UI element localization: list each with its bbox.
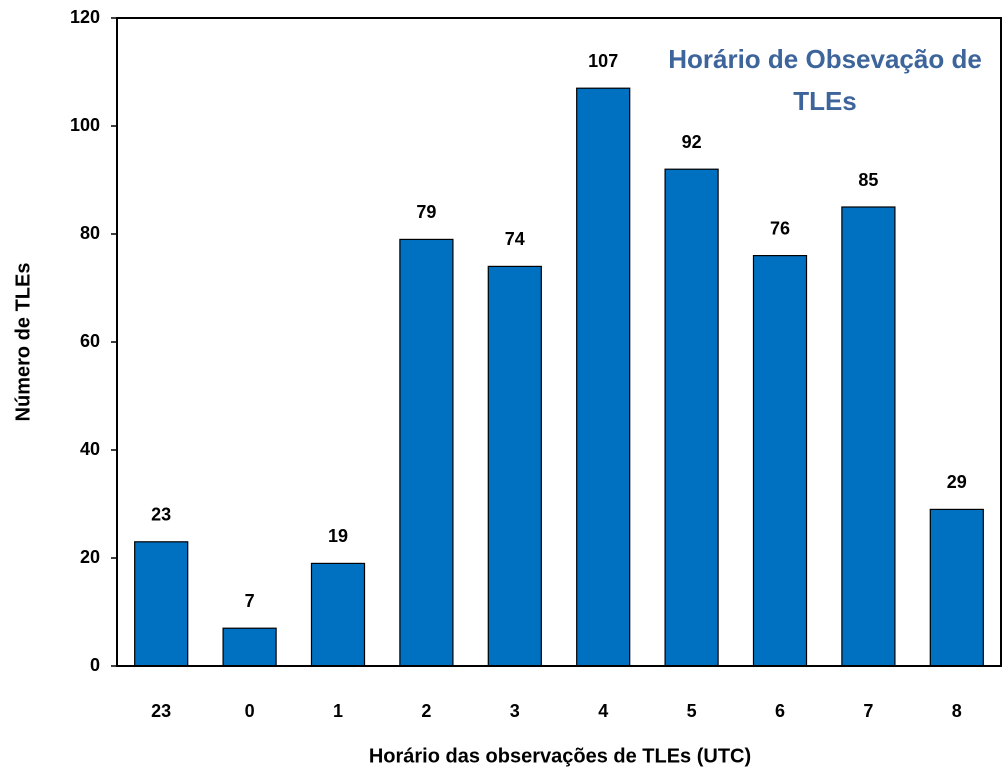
- x-tick-label: 1: [333, 701, 343, 721]
- y-tick-label: 60: [80, 331, 100, 351]
- y-axis-label: Número de TLEs: [12, 263, 34, 422]
- y-tick-label: 20: [80, 547, 100, 567]
- data-label: 85: [858, 170, 878, 190]
- bar: [310, 562, 366, 667]
- data-label: 79: [416, 202, 436, 222]
- bar: [399, 238, 454, 667]
- bar: [752, 255, 808, 667]
- chart-title: Horário de Obsevação de TLEs: [668, 44, 982, 116]
- data-label: 76: [770, 218, 790, 238]
- bar: [134, 541, 189, 667]
- x-axis-label: Horário das observações de TLEs (UTC): [369, 745, 751, 767]
- y-tick-label: 100: [70, 115, 100, 135]
- data-label: 107: [588, 51, 618, 71]
- x-tick-label: 8: [952, 701, 962, 721]
- x-tick-label: 6: [775, 701, 785, 721]
- x-tick-label: 7: [863, 701, 873, 721]
- x-tick-label: 5: [687, 701, 697, 721]
- bar: [841, 206, 896, 667]
- data-label: 74: [505, 229, 525, 249]
- bar: [929, 508, 984, 667]
- data-label: 92: [682, 132, 702, 152]
- y-tick-label: 120: [70, 7, 100, 27]
- y-tick-label: 0: [90, 655, 100, 675]
- x-tick-label: 0: [245, 701, 255, 721]
- data-label: 29: [947, 472, 967, 492]
- x-tick-label: 3: [510, 701, 520, 721]
- bar: [487, 265, 542, 667]
- data-label: 19: [328, 526, 348, 546]
- x-tick-label: 2: [421, 701, 431, 721]
- y-tick-label: 40: [80, 439, 100, 459]
- bar: [576, 87, 631, 667]
- data-label: 23: [151, 505, 171, 525]
- bar: [222, 627, 277, 667]
- x-tick-label: 4: [598, 701, 608, 721]
- x-tick-label: 23: [151, 701, 171, 721]
- bar: [664, 168, 719, 667]
- data-label: 7: [245, 591, 255, 611]
- y-tick-label: 80: [80, 223, 100, 243]
